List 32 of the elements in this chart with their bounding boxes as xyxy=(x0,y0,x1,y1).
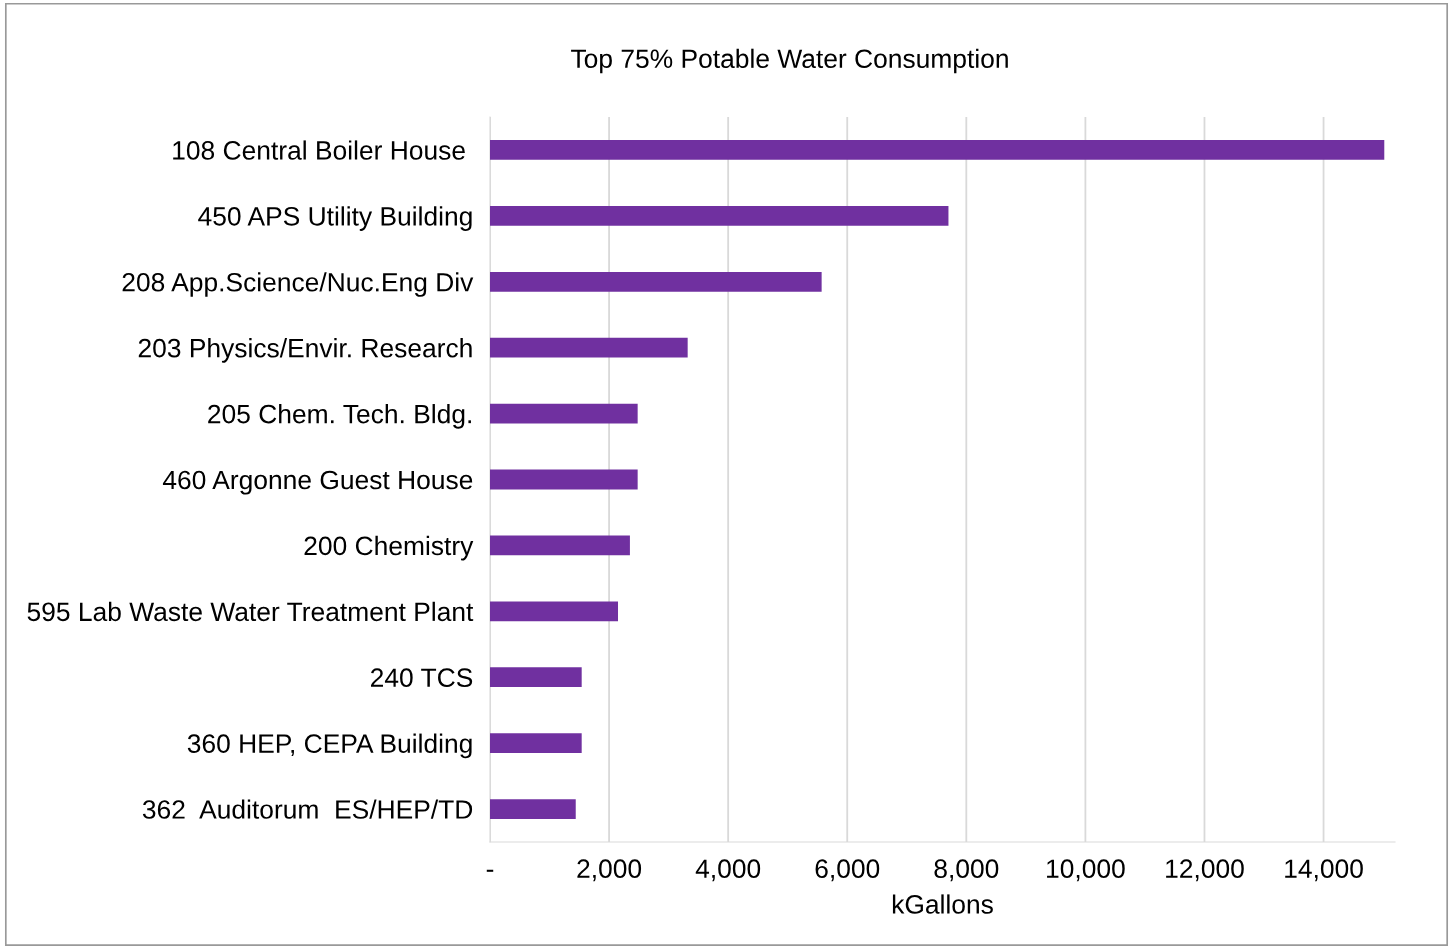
x-tick-label: 8,000 xyxy=(934,859,999,882)
y-tick-label: 203 Physics/Envir. Research xyxy=(138,338,472,363)
y-tick-label: 362 Auditorum ES/HEP/TD xyxy=(142,799,473,819)
y-tick-label: 108 Central Boiler House xyxy=(173,140,465,160)
bar xyxy=(490,205,949,226)
y-tick-label: 205 Chem. Tech. Bldg. xyxy=(208,404,471,429)
y-tick-label: 460 Argonne Guest House xyxy=(162,470,473,495)
x-tick-label: 6,000 xyxy=(815,859,880,882)
bar xyxy=(490,337,688,358)
y-tick-label: 595 Lab Waste Water Treatment Plant xyxy=(27,601,474,622)
x-tick-label: 4,000 xyxy=(695,859,761,882)
x-tick-label: 14,000 xyxy=(1285,859,1363,882)
bar xyxy=(490,733,582,754)
y-tick-label: 240 TCS xyxy=(370,668,473,688)
bar xyxy=(490,403,638,424)
y-tick-label: 200 Chemistry xyxy=(304,535,474,561)
bar xyxy=(490,140,1385,160)
y-tick-label: 450 APS Utility Building xyxy=(198,206,472,231)
x-tick-label: - xyxy=(486,869,494,872)
x-tick-label: 2,000 xyxy=(577,859,642,882)
x-axis-title: kGallons xyxy=(892,894,993,914)
bar xyxy=(490,535,630,556)
y-tick-label: 360 HEP, CEPA Building xyxy=(187,733,472,759)
bar xyxy=(490,799,576,819)
bar xyxy=(490,601,619,622)
bar xyxy=(490,469,638,490)
y-tick-label: 208 App.Science/Nuc.Eng Div xyxy=(122,272,474,297)
x-tick-label: 10,000 xyxy=(1047,859,1125,882)
x-tick-label: 12,000 xyxy=(1166,859,1244,882)
bar xyxy=(490,667,582,688)
chart-title: Top 75% Potable Water Consumption xyxy=(571,48,1008,74)
bar xyxy=(490,271,822,292)
